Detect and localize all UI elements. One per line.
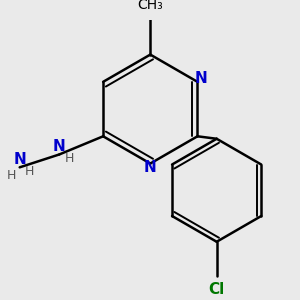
Text: Cl: Cl: [208, 282, 225, 297]
Text: N: N: [195, 71, 208, 86]
Text: N: N: [144, 160, 157, 175]
Text: N: N: [53, 139, 66, 154]
Text: H: H: [64, 152, 74, 165]
Text: N: N: [13, 152, 26, 167]
Text: H: H: [25, 165, 34, 178]
Text: CH₃: CH₃: [137, 0, 163, 12]
Text: H: H: [7, 169, 16, 182]
